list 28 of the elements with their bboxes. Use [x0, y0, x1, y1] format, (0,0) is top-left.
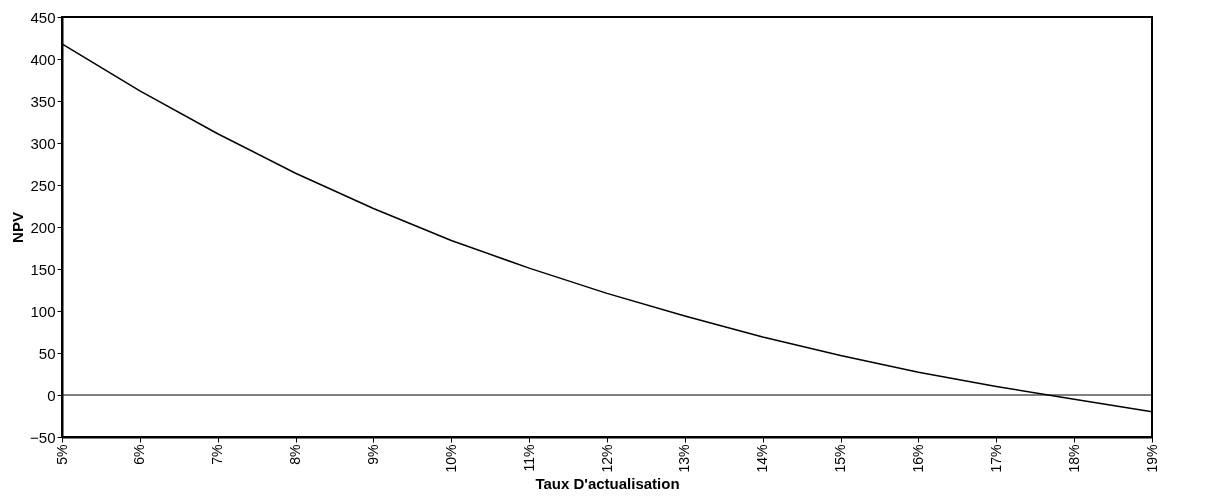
y-tick-label: 400 — [30, 50, 56, 68]
x-tick-label: 11% — [520, 444, 537, 472]
y-tick-label: 200 — [30, 218, 56, 236]
y-tick-label: 300 — [30, 134, 56, 152]
x-tick-label: 14% — [754, 444, 771, 473]
x-tick-label: 6% — [131, 444, 148, 465]
y-tick-label: 150 — [30, 260, 56, 278]
x-tick-label: 13% — [676, 444, 693, 473]
y-tick-label: −50 — [30, 428, 56, 446]
y-tick-label: 100 — [30, 302, 56, 320]
y-tick-label: 250 — [30, 176, 56, 194]
y-tick-label: 450 — [30, 8, 56, 26]
x-tick-label: 7% — [209, 444, 226, 465]
x-tick-label: 19% — [1143, 444, 1160, 473]
y-axis-title: NPV — [9, 212, 27, 243]
x-tick-label: 9% — [364, 444, 381, 465]
x-tick-label: 12% — [598, 444, 615, 473]
x-tick-label: 17% — [987, 444, 1004, 473]
x-tick-label: 16% — [909, 444, 926, 473]
y-tick-label: 0 — [47, 386, 56, 404]
y-tick-label: 50 — [38, 344, 56, 362]
y-tick-label: 350 — [30, 92, 56, 110]
x-tick-label: 15% — [832, 444, 849, 473]
x-tick-label: 8% — [287, 444, 304, 465]
x-tick-label: 18% — [1065, 444, 1082, 473]
x-tick-label: 5% — [53, 444, 70, 465]
x-tick-label: 10% — [442, 444, 459, 473]
x-axis-title: Taux D'actualisation — [535, 474, 680, 492]
